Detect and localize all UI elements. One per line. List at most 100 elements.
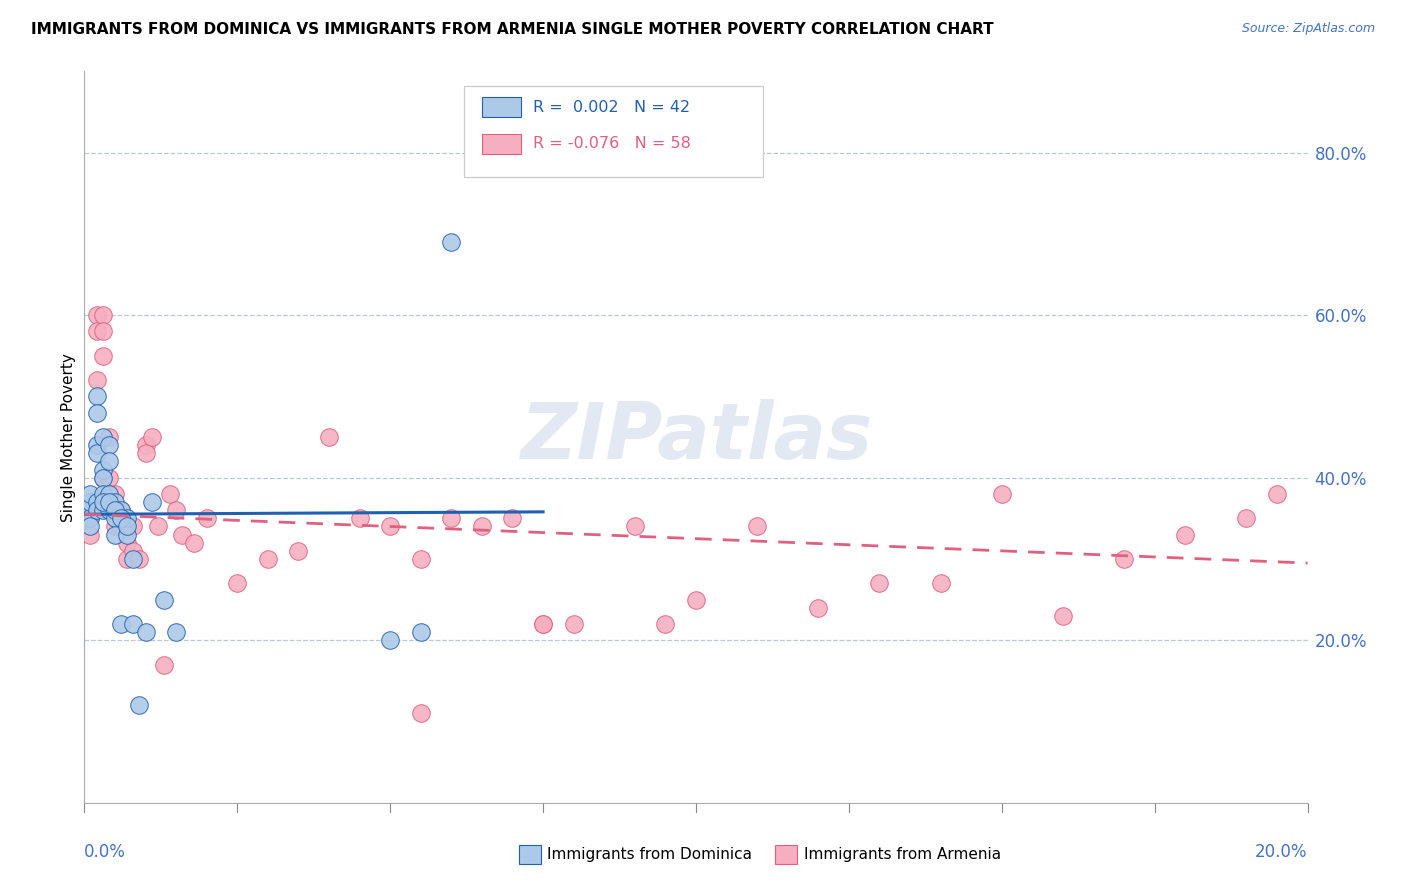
Point — [502, 511, 524, 525]
Point — [409, 706, 432, 721]
Point — [91, 349, 114, 363]
Point — [128, 552, 150, 566]
Point — [91, 471, 114, 485]
Point — [86, 503, 108, 517]
Point — [1114, 552, 1136, 566]
Point — [104, 519, 127, 533]
Point — [562, 617, 585, 632]
Bar — [482, 97, 522, 118]
Point — [165, 503, 187, 517]
Point — [1265, 487, 1288, 501]
Point — [991, 487, 1014, 501]
Point — [226, 576, 249, 591]
Point — [153, 592, 176, 607]
Point — [91, 430, 114, 444]
Point — [97, 487, 120, 501]
Text: R =  0.002   N = 42: R = 0.002 N = 42 — [533, 100, 690, 115]
Point — [115, 511, 138, 525]
Point — [97, 495, 120, 509]
Bar — [776, 846, 797, 863]
Point — [97, 471, 120, 485]
Point — [624, 519, 647, 533]
Point — [159, 487, 181, 501]
Text: 20.0%: 20.0% — [1256, 843, 1308, 861]
Point — [97, 454, 120, 468]
Point — [97, 438, 120, 452]
Text: Immigrants from Armenia: Immigrants from Armenia — [804, 847, 1001, 862]
Point — [1236, 511, 1258, 525]
Point — [1052, 608, 1074, 623]
Point — [86, 389, 108, 403]
Point — [318, 430, 340, 444]
Point — [115, 552, 138, 566]
Point — [86, 438, 108, 452]
Point — [97, 430, 120, 444]
Point — [91, 487, 114, 501]
Point — [440, 511, 463, 525]
Point — [91, 325, 114, 339]
Point — [122, 552, 145, 566]
Text: R = -0.076   N = 58: R = -0.076 N = 58 — [533, 136, 692, 152]
Point — [440, 235, 463, 249]
Point — [531, 617, 554, 632]
Point — [471, 519, 494, 533]
Point — [869, 576, 891, 591]
Point — [153, 657, 176, 672]
Point — [349, 511, 371, 525]
Point — [91, 495, 114, 509]
Point — [135, 625, 157, 640]
Point — [110, 503, 132, 517]
Point — [79, 511, 101, 525]
Point — [79, 519, 101, 533]
Point — [115, 519, 138, 533]
Point — [122, 544, 145, 558]
Point — [115, 527, 138, 541]
Text: Immigrants from Dominica: Immigrants from Dominica — [547, 847, 752, 862]
Point — [79, 527, 101, 541]
Point — [86, 308, 108, 322]
Point — [380, 519, 402, 533]
Point — [110, 519, 132, 533]
Point — [110, 503, 132, 517]
Point — [531, 617, 554, 632]
Point — [91, 462, 114, 476]
Point — [97, 503, 120, 517]
Point — [172, 527, 194, 541]
Bar — [482, 134, 522, 154]
Point — [141, 495, 163, 509]
Point — [104, 527, 127, 541]
FancyBboxPatch shape — [464, 86, 763, 178]
Point — [380, 633, 402, 648]
Point — [747, 519, 769, 533]
Point — [91, 308, 114, 322]
Point — [86, 325, 108, 339]
Point — [97, 487, 120, 501]
Point — [104, 511, 127, 525]
Point — [86, 406, 108, 420]
Point — [104, 503, 127, 517]
Point — [79, 495, 101, 509]
Point — [1174, 527, 1197, 541]
Point — [79, 487, 101, 501]
Text: 0.0%: 0.0% — [84, 843, 127, 861]
Point — [141, 430, 163, 444]
Point — [104, 495, 127, 509]
Point — [146, 519, 169, 533]
Point — [929, 576, 952, 591]
Bar — [519, 846, 541, 863]
Point — [183, 535, 205, 549]
Point — [104, 487, 127, 501]
Point — [104, 503, 127, 517]
Point — [654, 617, 676, 632]
Point — [91, 471, 114, 485]
Point — [79, 503, 101, 517]
Text: IMMIGRANTS FROM DOMINICA VS IMMIGRANTS FROM ARMENIA SINGLE MOTHER POVERTY CORREL: IMMIGRANTS FROM DOMINICA VS IMMIGRANTS F… — [31, 22, 994, 37]
Point — [79, 511, 101, 525]
Point — [122, 519, 145, 533]
Point — [165, 625, 187, 640]
Point — [86, 373, 108, 387]
Point — [807, 600, 830, 615]
Text: Source: ZipAtlas.com: Source: ZipAtlas.com — [1241, 22, 1375, 36]
Point — [122, 617, 145, 632]
Point — [135, 438, 157, 452]
